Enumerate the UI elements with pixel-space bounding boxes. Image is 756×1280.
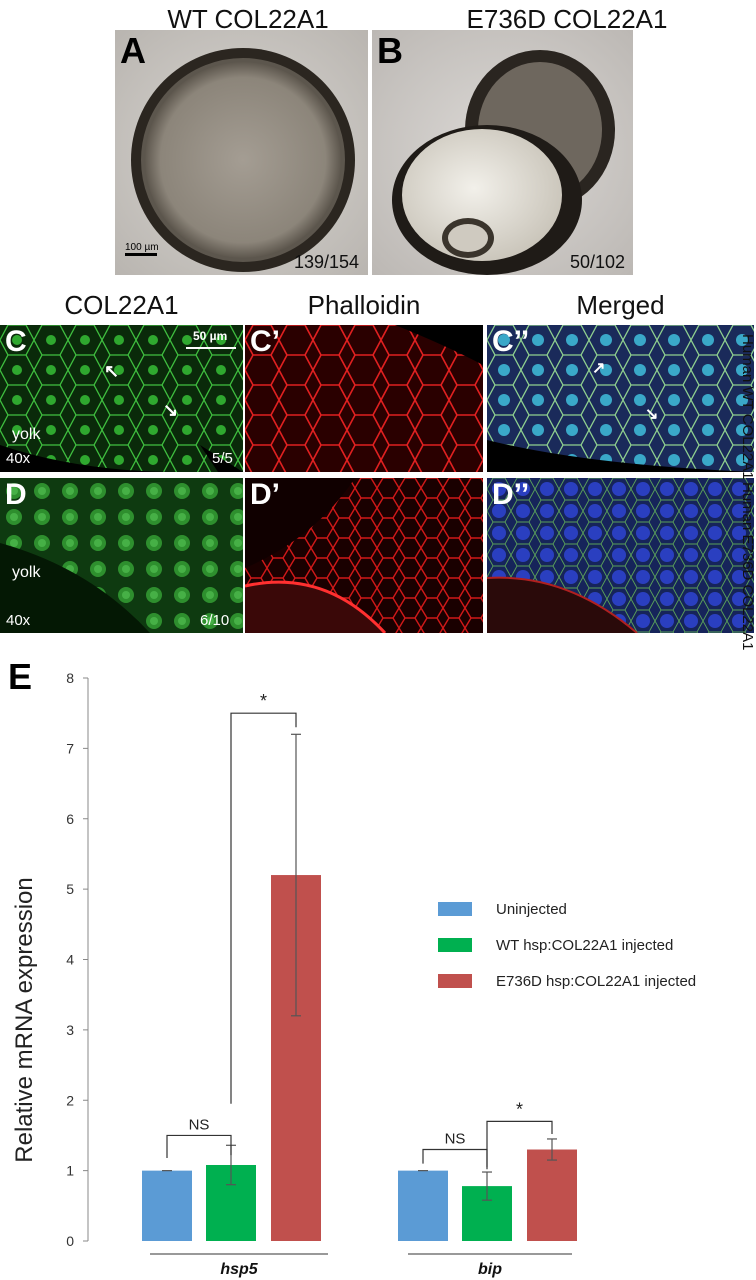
y-axis: 0 1 2 3 4 5 6 7 8 <box>66 670 89 1249</box>
row1-side-label: Human WT COL22A1 <box>739 334 756 480</box>
significance-label: NS <box>189 1116 210 1133</box>
embryo-wt-image <box>115 30 368 275</box>
arrow-icon: ↘ <box>645 406 659 423</box>
panel-c-prime-label: C’ <box>250 325 280 358</box>
legend-label: WT hsp:COL22A1 injected <box>496 937 673 954</box>
image-d-col22a1 <box>0 478 243 633</box>
panel-b-title: E736D COL22A1 <box>466 4 668 34</box>
count-a: 139/154 <box>294 252 360 272</box>
magnification-c: 40x <box>6 450 31 467</box>
legend-label: Uninjected <box>496 901 567 918</box>
col-title-merged: Merged <box>576 290 665 320</box>
legend-label: E736D hsp:COL22A1 injected <box>496 973 696 990</box>
count-c: 5/5 <box>212 450 233 467</box>
category-label: hsp5 <box>220 1261 258 1278</box>
image-c-prime-phalloidin <box>245 325 483 472</box>
y-tick-label: 1 <box>66 1163 74 1179</box>
legend-swatch <box>438 938 472 952</box>
yolk-label-c: yolk <box>12 426 41 443</box>
image-d-prime-phalloidin <box>245 478 483 633</box>
scalebar-c-label: 50 µm <box>193 329 228 343</box>
significance-bracket <box>166 1134 232 1158</box>
yolk-label-d: yolk <box>12 564 41 581</box>
image-d-double-prime-merged <box>487 478 754 633</box>
category-label: bip <box>478 1261 502 1278</box>
count-b: 50/102 <box>570 252 626 272</box>
image-c-col22a1 <box>0 325 243 472</box>
significance-label: * <box>260 691 267 711</box>
arrow-icon: ↘ <box>163 400 179 420</box>
legend-swatch <box>438 902 472 916</box>
legend-swatch <box>438 974 472 988</box>
panel-d-label: D <box>5 478 27 511</box>
y-tick-label: 4 <box>66 952 74 968</box>
y-tick-label: 7 <box>66 740 74 756</box>
significance-bracket <box>486 1120 553 1170</box>
arrow-icon: ↗ <box>592 360 606 377</box>
count-d: 6/10 <box>200 612 230 629</box>
y-tick-label: 5 <box>66 881 74 897</box>
bar <box>527 1149 577 1241</box>
magnification-d: 40x <box>6 612 31 629</box>
panel-d-double-prime-label: D’’ <box>492 478 530 511</box>
panel-e-label: E <box>8 656 33 697</box>
panel-d-prime-label: D’ <box>250 478 280 511</box>
col-title-phalloidin: Phalloidin <box>307 290 421 320</box>
y-tick-label: 6 <box>66 811 74 827</box>
panel-a-image <box>115 30 368 275</box>
panel-b-label: B <box>377 30 403 71</box>
significance-bracket <box>422 1148 488 1168</box>
bar <box>398 1170 448 1241</box>
significance-label: NS <box>445 1131 466 1148</box>
scalebar-a-label: 100 µm <box>125 242 159 253</box>
significance-annotations: NS * NS * <box>166 691 553 1170</box>
row2-side-label: Human E736D COL22A1 <box>739 482 756 651</box>
legend: Uninjected WT hsp:COL22A1 injected E736D h… <box>438 901 696 990</box>
bars <box>142 733 577 1241</box>
col-title-col22a1: COL22A1 <box>64 290 179 320</box>
arrow-icon: ↖ <box>104 361 120 381</box>
panel-c-double-prime-label: C’’ <box>492 325 530 358</box>
panel-a-title: WT COL22A1 <box>167 4 329 34</box>
image-c-double-prime-merged <box>487 325 754 472</box>
y-tick-label: 2 <box>66 1092 74 1108</box>
bar <box>142 1170 192 1241</box>
significance-label: * <box>516 1099 523 1119</box>
y-tick-label: 0 <box>66 1233 74 1249</box>
embryo-mutant-image <box>372 30 633 275</box>
x-categories: hsp5 bip <box>150 1253 572 1278</box>
y-axis-label: Relative mRNA expression <box>11 877 38 1162</box>
panel-b-image <box>372 30 633 275</box>
y-tick-label: 3 <box>66 1022 74 1038</box>
y-tick-label: 8 <box>66 670 74 686</box>
significance-bracket <box>230 712 297 1104</box>
panel-a-label: A <box>120 30 146 71</box>
panel-c-label: C <box>5 325 27 358</box>
